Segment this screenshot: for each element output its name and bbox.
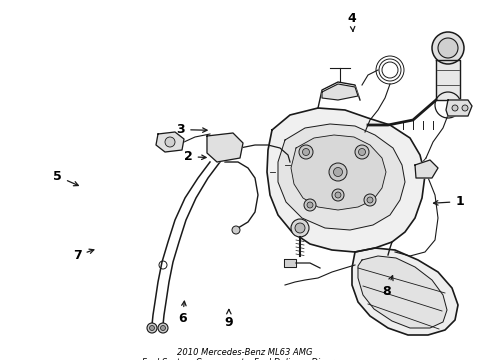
Circle shape bbox=[158, 323, 168, 333]
Circle shape bbox=[290, 219, 308, 237]
Polygon shape bbox=[357, 256, 446, 328]
Polygon shape bbox=[435, 60, 459, 100]
Text: 4: 4 bbox=[347, 12, 356, 31]
Circle shape bbox=[304, 199, 315, 211]
Circle shape bbox=[333, 167, 342, 176]
Text: 2: 2 bbox=[183, 150, 205, 163]
Polygon shape bbox=[414, 160, 437, 178]
Polygon shape bbox=[278, 124, 404, 230]
Circle shape bbox=[354, 145, 368, 159]
Polygon shape bbox=[206, 133, 243, 162]
Text: 8: 8 bbox=[381, 276, 392, 298]
Circle shape bbox=[298, 145, 312, 159]
Circle shape bbox=[437, 38, 457, 58]
Circle shape bbox=[363, 194, 375, 206]
Text: 5: 5 bbox=[53, 170, 78, 186]
Circle shape bbox=[149, 325, 154, 330]
Circle shape bbox=[334, 192, 340, 198]
Text: 9: 9 bbox=[224, 309, 233, 329]
Text: 1: 1 bbox=[433, 195, 463, 208]
Circle shape bbox=[294, 223, 305, 233]
Circle shape bbox=[231, 226, 240, 234]
Circle shape bbox=[164, 137, 175, 147]
Circle shape bbox=[451, 105, 457, 111]
Circle shape bbox=[366, 197, 372, 203]
Circle shape bbox=[461, 105, 467, 111]
Circle shape bbox=[160, 325, 165, 330]
Polygon shape bbox=[284, 259, 295, 267]
Polygon shape bbox=[290, 135, 385, 210]
Polygon shape bbox=[445, 100, 471, 116]
Polygon shape bbox=[156, 132, 183, 152]
Circle shape bbox=[328, 163, 346, 181]
Circle shape bbox=[431, 32, 463, 64]
Text: 6: 6 bbox=[178, 301, 186, 325]
Text: 2010 Mercedes-Benz ML63 AMG
Fuel System Components, Fuel Delivery Diagram: 2010 Mercedes-Benz ML63 AMG Fuel System … bbox=[142, 348, 346, 360]
Text: 3: 3 bbox=[176, 123, 206, 136]
Circle shape bbox=[358, 148, 365, 156]
Circle shape bbox=[331, 189, 343, 201]
Circle shape bbox=[306, 202, 312, 208]
Circle shape bbox=[147, 323, 157, 333]
Polygon shape bbox=[351, 248, 457, 335]
Polygon shape bbox=[266, 108, 424, 252]
Circle shape bbox=[302, 148, 309, 156]
Text: 7: 7 bbox=[73, 249, 94, 262]
Polygon shape bbox=[321, 84, 357, 100]
